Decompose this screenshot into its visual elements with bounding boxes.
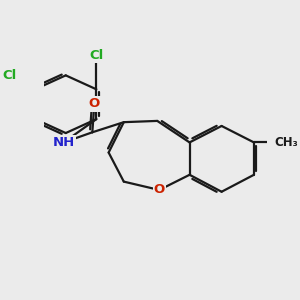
Text: NH: NH: [52, 136, 75, 149]
Text: CH₃: CH₃: [274, 136, 298, 149]
Text: O: O: [154, 184, 165, 196]
Text: Cl: Cl: [3, 69, 17, 82]
Text: Cl: Cl: [89, 49, 103, 62]
Text: O: O: [89, 98, 100, 110]
